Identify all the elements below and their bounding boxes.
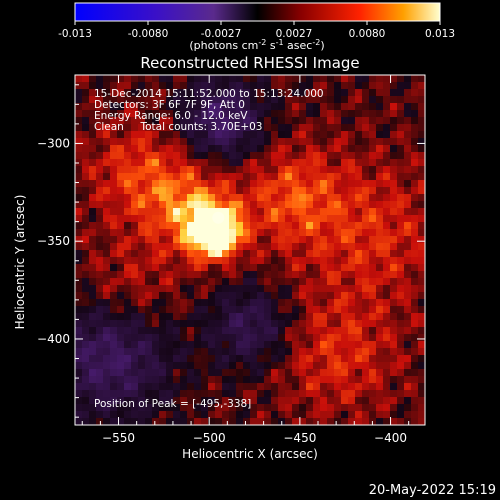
chart-title: Reconstructed RHESSI Image	[140, 54, 359, 72]
y-tick-label: −300	[37, 136, 70, 150]
info-line-energy: Energy Range: 6.0 - 12.0 keV	[94, 110, 248, 122]
x-axis-label: Heliocentric X (arcsec)	[182, 447, 318, 461]
y-axis-label: Heliocentric Y (arcsec)	[13, 195, 27, 330]
heatmap-image	[75, 75, 425, 425]
plot-frame	[74, 74, 426, 426]
info-line-detectors: Detectors: 3F 6F 7F 9F, Att 0	[94, 99, 245, 111]
colorbar-ticks: -0.013 -0.0080 -0.0027 0.0027 0.0080 0.013	[58, 21, 455, 40]
y-tick-label: −350	[37, 234, 70, 248]
axis-ticks: −550 −500 −450 −400 −300 −350 −400	[37, 75, 425, 445]
info-line-counts: Clean Total counts: 3.70E+03	[94, 121, 263, 133]
colorbar-tick-label: -0.013	[58, 28, 92, 40]
info-line-time: 15-Dec-2014 15:11:52.000 to 15:13:24.000	[94, 88, 324, 100]
colorbar-tick-label: -0.0027	[201, 28, 242, 40]
peak-label: Position of Peak = [-495,-338]	[94, 398, 251, 410]
colorbar-gradient	[74, 2, 441, 22]
colorbar-tick-label: 0.0080	[349, 28, 386, 40]
footer-date: 20-May-2022 15:19	[369, 483, 496, 498]
x-tick-label: −550	[102, 431, 135, 445]
peak-marker	[212, 211, 225, 224]
colorbar: -0.013 -0.0080 -0.0027 0.0027 0.0080 0.013 (p…	[58, 2, 455, 52]
colorbar-tick-label: 0.013	[425, 28, 455, 40]
info-block: 15-Dec-2014 15:11:52.000 to 15:13:24.000…	[94, 88, 324, 133]
x-tick-label: −450	[283, 431, 316, 445]
colorbar-unit: (photons cm-2 s-1 asec-2)	[189, 38, 324, 52]
colorbar-tick-label: -0.0080	[128, 28, 169, 40]
x-tick-label: −500	[193, 431, 226, 445]
y-tick-label: −400	[37, 332, 70, 346]
x-tick-label: −400	[374, 431, 407, 445]
colorbar-tick-label: 0.0027	[276, 28, 313, 40]
